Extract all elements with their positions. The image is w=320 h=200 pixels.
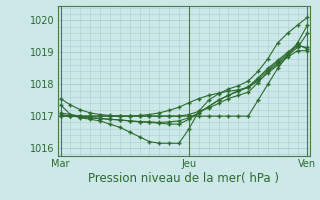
- X-axis label: Pression niveau de la mer( hPa ): Pression niveau de la mer( hPa ): [89, 172, 279, 185]
